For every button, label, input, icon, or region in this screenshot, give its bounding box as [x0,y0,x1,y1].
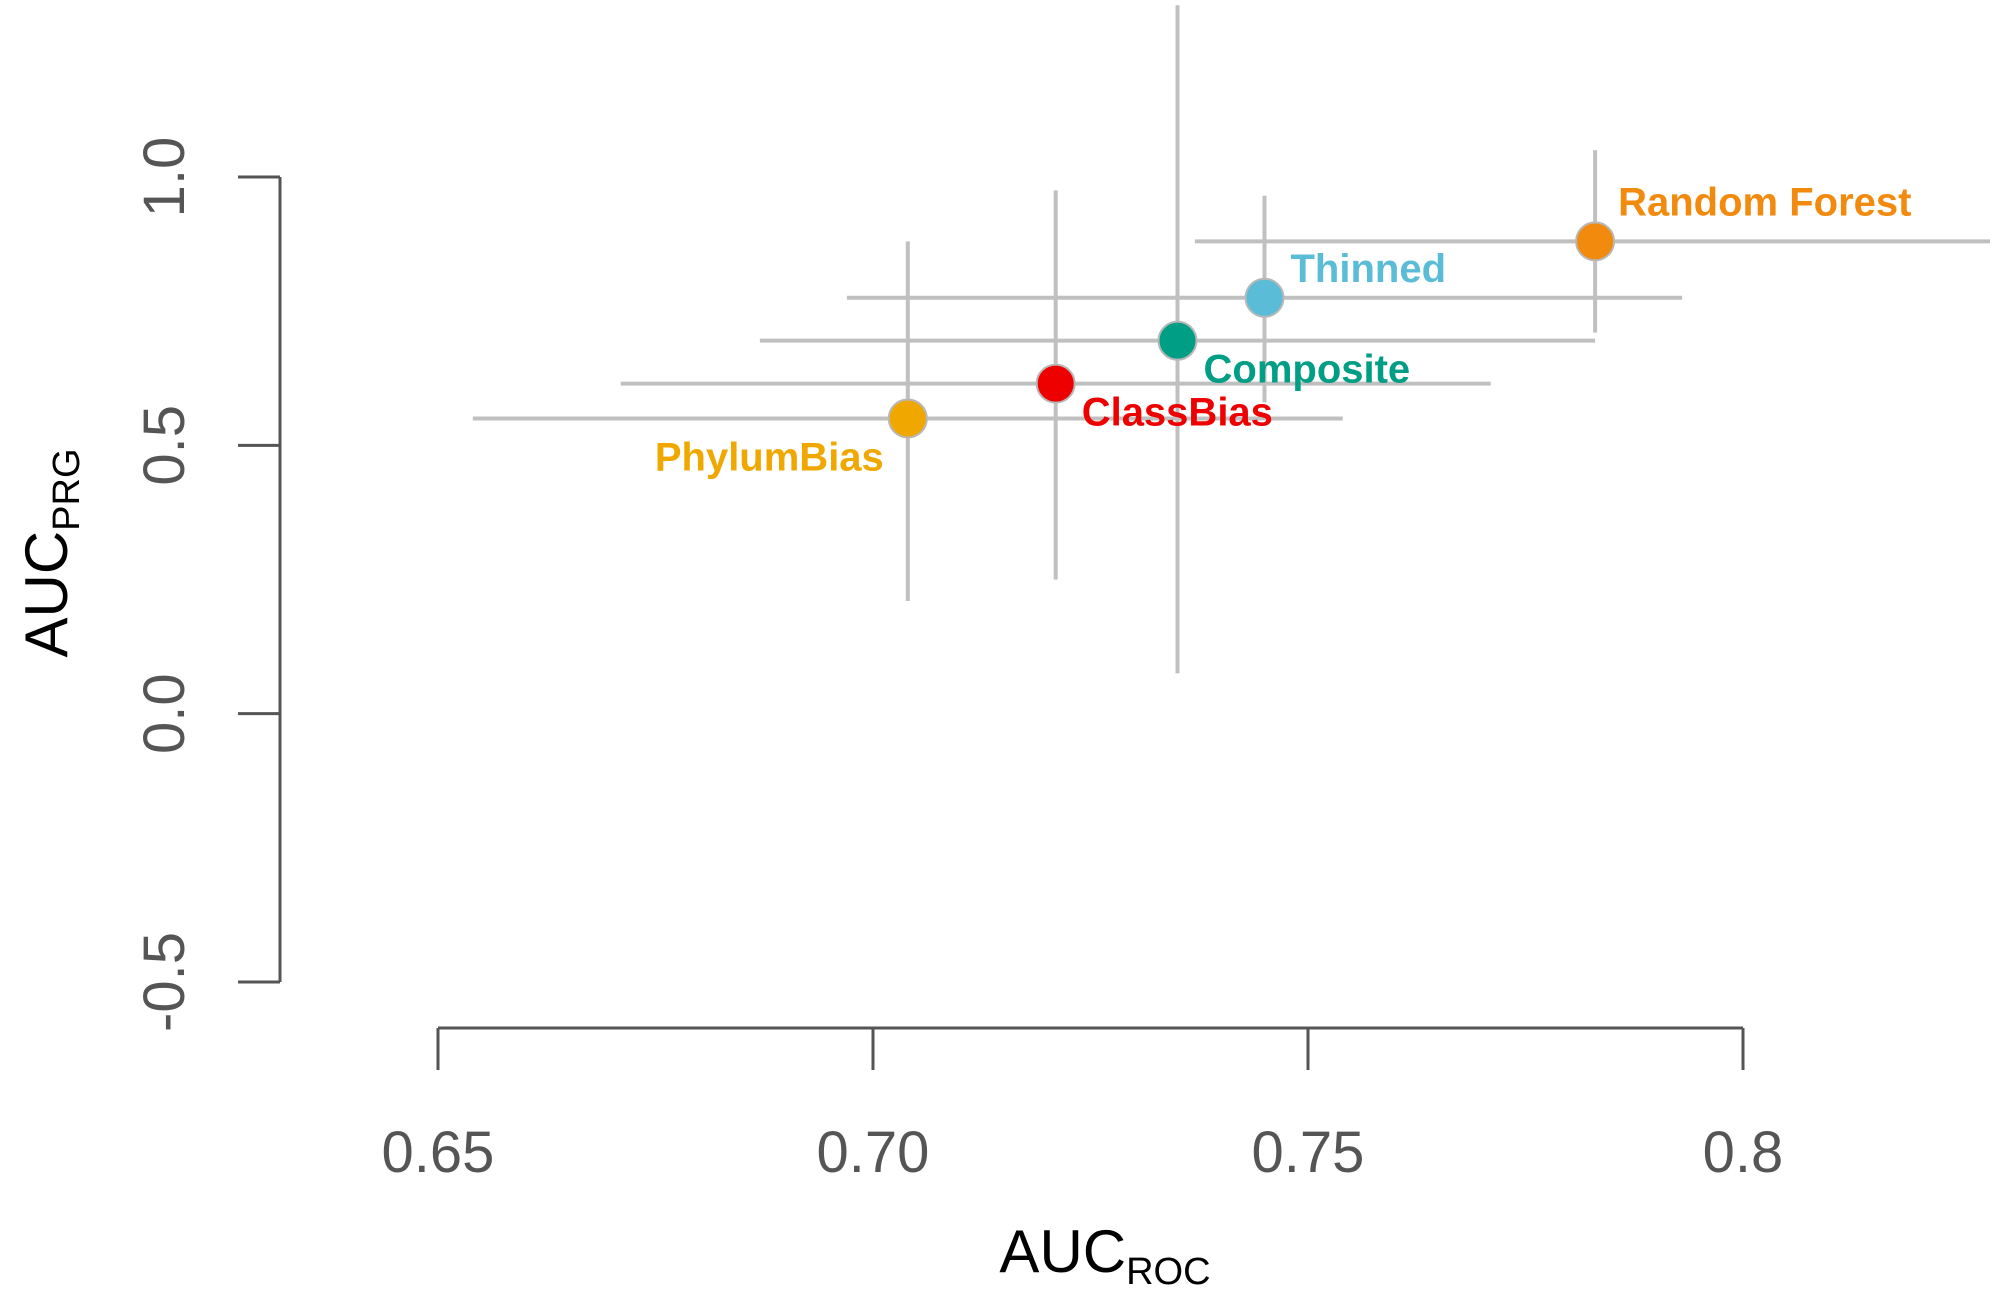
error-bars [472,5,1990,674]
data-point [887,398,928,439]
y-tick-label: -0.5 [132,932,197,1032]
x-tick-label: 0.75 [1252,1120,1365,1185]
data-point [1157,320,1198,361]
y-tick-label: 1.0 [132,137,197,218]
data-points [887,221,1616,439]
y-tick-label: 0.0 [132,673,197,754]
x-tick-label: 0.65 [382,1120,495,1185]
point-label: Composite [1204,348,1411,392]
y-tick-label: 0.5 [132,405,197,486]
x-axis-ticks: 0.65 0.70 0.75 0.8 [382,1028,1784,1185]
data-point [1035,363,1076,404]
point-label: Random Forest [1618,180,1911,224]
point-label: PhylumBias [655,436,884,480]
data-point [1244,277,1285,318]
point-label: ClassBias [1082,391,1273,435]
x-axis-label: AUCROC [999,1218,1210,1293]
y-axis-label: AUCPRG [13,448,88,657]
data-point [1575,221,1616,262]
x-tick-label: 0.70 [817,1120,930,1185]
point-label: Thinned [1291,247,1447,291]
y-axis-ticks: -0.5 0.0 0.5 1.0 [132,137,280,1032]
x-tick-label: 0.8 [1703,1120,1784,1185]
